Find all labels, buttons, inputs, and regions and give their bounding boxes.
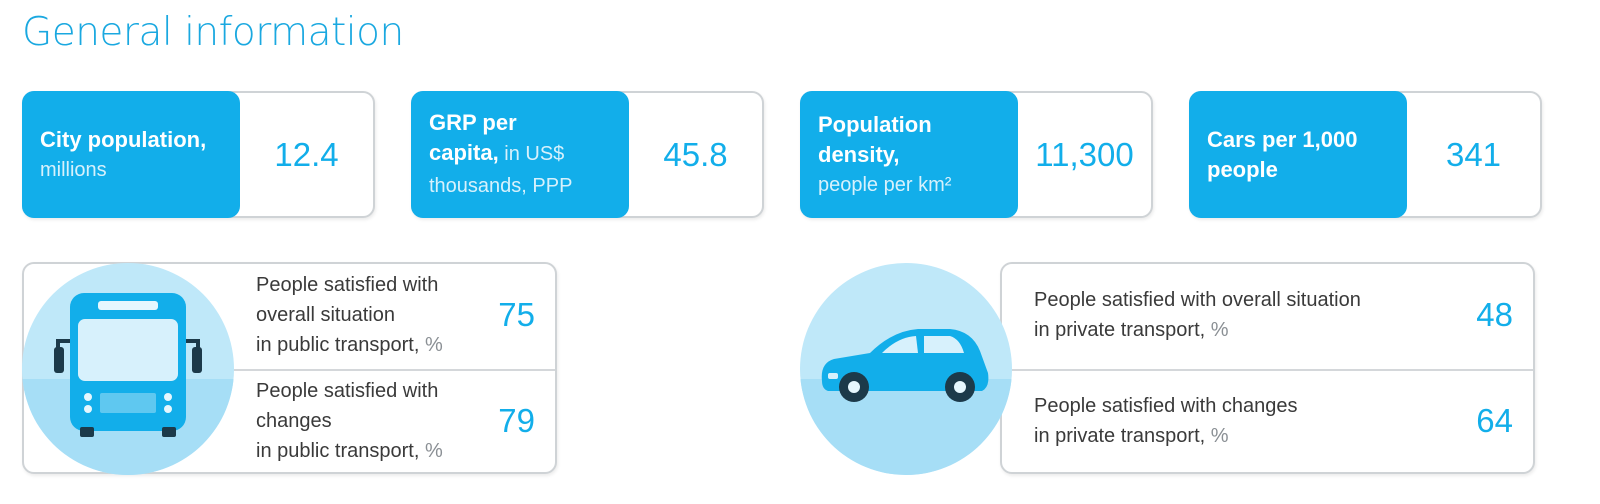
sat-value: 75 [498,296,535,333]
stat-label-strong: Population [818,111,932,137]
public-overall-row: People satisfied with overall situation … [256,264,535,366]
stat-card-grp-per-capita: GRP per capita, in US$ thousands, PPP 45… [411,91,764,218]
sat-text: People satisfied with overall situation … [256,270,498,360]
sat-line1: People satisfied with changes [256,380,439,432]
sat-line1: People satisfied with changes [1034,395,1298,417]
sat-value: 79 [498,402,535,439]
stat-label: Population density, people per km² [800,91,1018,218]
stat-card-city-population: City population, millions 12.4 [22,91,375,218]
stat-label-light: people per km² [818,173,952,196]
stat-label-strong: GRP per [429,110,517,135]
stat-label: Cars per 1,000 people [1189,91,1407,218]
divider [1002,369,1533,371]
sat-line2-wrap: in public transport, % [256,436,498,466]
divider [139,369,555,371]
public-changes-row: People satisfied with changes in public … [256,370,535,472]
stat-value: 12.4 [274,135,339,173]
stat-label-light: millions [40,158,107,181]
bus-icon [22,263,234,475]
stat-label-line2: capita, in US$ [429,138,629,171]
stat-label: GRP per capita, in US$ thousands, PPP [411,91,629,218]
sat-line2-wrap: in public transport, % [256,330,498,360]
sat-line1: People satisfied with overall situation [1034,289,1361,311]
stat-card-population-density: Population density, people per km² 11,30… [800,91,1153,218]
stat-label-strong: City population, [40,126,207,152]
sat-value: 48 [1476,296,1513,333]
stat-label-strong: Cars per 1,000 [1207,126,1358,152]
sat-line2: in private transport, [1034,319,1206,341]
sat-unit: % [1210,319,1229,341]
sat-unit: % [424,440,443,462]
private-transport-panel: People satisfied with overall situation … [1000,262,1535,474]
stat-label-light-inline: in US$ [498,143,565,165]
sat-value: 64 [1476,402,1513,439]
stat-label-light: thousands, PPP [429,175,573,197]
sat-line2: in public transport, [256,440,420,462]
sat-line2-wrap: in private transport, % [1034,421,1298,451]
stat-card-cars-per-1000: Cars per 1,000 people 341 [1189,91,1542,218]
sat-line2: in public transport, [256,334,420,356]
sat-text: People satisfied with overall situation … [1034,285,1361,345]
sat-text: People satisfied with changes in public … [256,376,498,466]
stat-value: 45.8 [663,135,728,173]
page-title: General information [22,10,404,55]
sat-line1: People satisfied with overall situation [256,274,439,326]
stat-label: City population, millions [22,91,240,218]
sat-line2: in private transport, [1034,425,1206,447]
private-overall-row: People satisfied with overall situation … [1034,264,1513,366]
stat-value: 11,300 [1035,135,1134,173]
stat-label-strong: people [1207,156,1278,182]
car-icon [800,263,1012,475]
private-changes-row: People satisfied with changes in private… [1034,370,1513,472]
sat-text: People satisfied with changes in private… [1034,391,1298,451]
sat-unit: % [1210,425,1229,447]
sat-unit: % [424,334,443,356]
sat-line2-wrap: in private transport, % [1034,315,1361,345]
stat-label-strong: capita, [429,140,499,165]
stat-value: 341 [1445,135,1502,173]
stat-label-strong: density, [818,141,900,167]
